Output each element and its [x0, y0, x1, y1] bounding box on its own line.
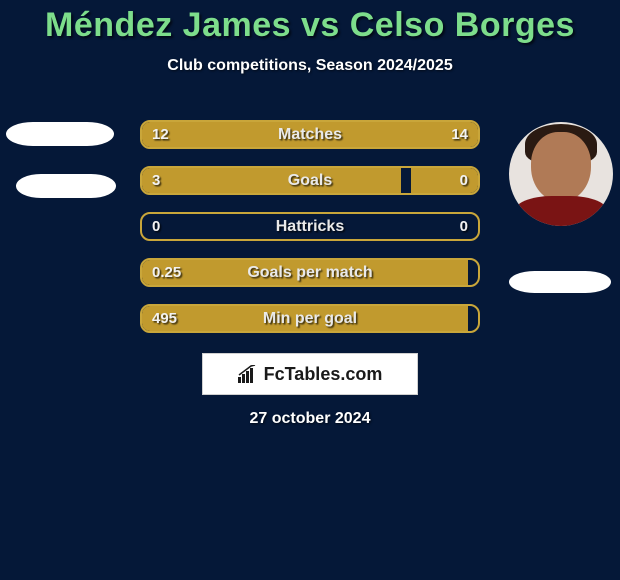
brand-text: FcTables.com [264, 364, 383, 385]
stat-row: 0.25Goals per match [140, 258, 480, 287]
avatar-shadow-icon [509, 271, 611, 293]
stat-label: Goals per match [142, 260, 478, 285]
player-left-avatar [6, 122, 111, 198]
stat-row: 495Min per goal [140, 304, 480, 333]
brand-chart-icon [238, 365, 260, 383]
stat-label: Min per goal [142, 306, 478, 331]
stat-label: Goals [142, 168, 478, 193]
stat-label: Matches [142, 122, 478, 147]
stat-row: 1214Matches [140, 120, 480, 149]
avatar-shadow-icon [16, 174, 116, 198]
brand-badge: FcTables.com [202, 353, 418, 395]
stat-label: Hattricks [142, 214, 478, 239]
stats-container: 1214Matches 30Goals 00Hattricks 0.25Goals p… [140, 120, 480, 350]
avatar-photo [509, 122, 613, 226]
avatar-placeholder-icon [6, 122, 114, 146]
page-title: Méndez James vs Celso Borges [0, 0, 620, 45]
date-text: 27 october 2024 [0, 410, 620, 428]
stat-row: 30Goals [140, 166, 480, 195]
subtitle: Club competitions, Season 2024/2025 [0, 57, 620, 75]
player-right-avatar [509, 122, 614, 293]
stat-row: 00Hattricks [140, 212, 480, 241]
